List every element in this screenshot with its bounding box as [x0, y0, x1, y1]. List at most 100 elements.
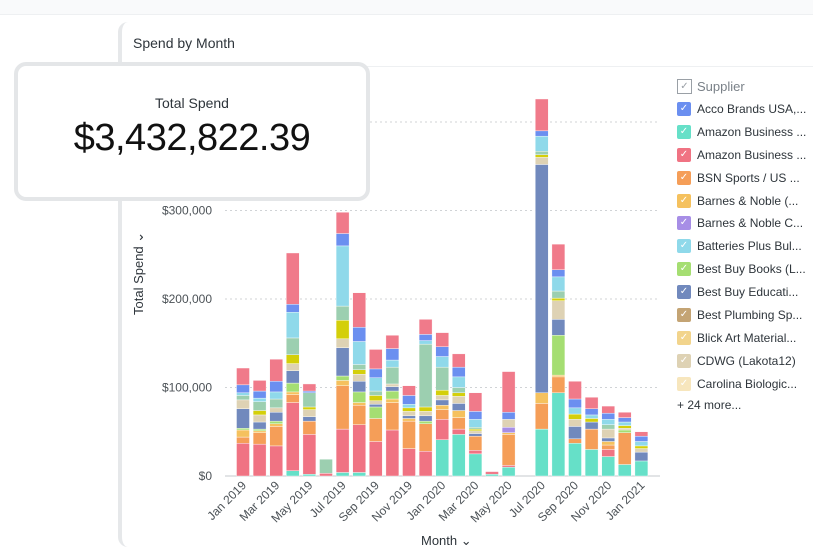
bar-segment[interactable] — [535, 154, 549, 158]
bar-segment[interactable] — [286, 470, 300, 477]
bar-segment[interactable] — [601, 405, 615, 414]
bar-segment[interactable] — [269, 407, 283, 413]
bar-segment[interactable] — [435, 332, 449, 347]
bar-segment[interactable] — [535, 392, 549, 404]
bar-segment[interactable] — [236, 367, 250, 386]
bar-segment[interactable] — [435, 419, 449, 440]
bar-segment[interactable] — [551, 319, 566, 336]
bar-segment[interactable] — [535, 403, 549, 430]
x-axis-label[interactable]: Month ⌄ — [421, 533, 472, 549]
bar-segment[interactable] — [535, 428, 549, 477]
bar-segment[interactable] — [352, 369, 366, 375]
bar-segment[interactable] — [335, 347, 350, 377]
bar-segment[interactable] — [452, 376, 466, 388]
bar-segment[interactable] — [319, 458, 333, 474]
bar-segment[interactable] — [535, 157, 549, 165]
bar-segment[interactable] — [236, 443, 250, 477]
bar-segment[interactable] — [269, 445, 283, 477]
bar-segment[interactable] — [352, 292, 366, 328]
bar-segment[interactable] — [352, 381, 366, 393]
bar-segment[interactable] — [352, 405, 366, 425]
bar-segment[interactable] — [252, 401, 267, 411]
legend-item[interactable]: ✓ CDWG (Lakota12) — [677, 352, 813, 370]
legend-item[interactable]: ✓ Best Buy Books (L... — [677, 260, 813, 278]
bar-segment[interactable] — [269, 412, 283, 422]
legend-item[interactable]: ✓ Barnes & Noble (... — [677, 192, 813, 210]
bar-segment[interactable] — [352, 424, 366, 473]
bar-segment[interactable] — [634, 431, 649, 437]
checkbox-icon[interactable]: ✓ — [677, 285, 691, 300]
checkbox-icon[interactable]: ✓ — [677, 330, 691, 345]
bar-segment[interactable] — [468, 433, 483, 437]
bar-segment[interactable] — [286, 391, 300, 395]
bar-segment[interactable] — [402, 420, 416, 449]
legend-item[interactable]: ✓ Best Plumbing Sp... — [677, 306, 813, 324]
bar-segment[interactable] — [485, 471, 499, 475]
bar-segment[interactable] — [634, 441, 649, 447]
bar-segment[interactable] — [402, 415, 416, 419]
bar-segment[interactable] — [601, 456, 615, 477]
bar-segment[interactable] — [535, 130, 549, 137]
checkbox-icon[interactable]: ✓ — [677, 262, 691, 277]
bar-segment[interactable] — [286, 337, 300, 355]
checkbox-icon[interactable]: ✓ — [677, 147, 691, 162]
y-axis-label[interactable]: Total Spend ⌄ — [131, 232, 147, 315]
bar-segment[interactable] — [252, 443, 267, 477]
legend-header[interactable]: ✓ Supplier — [677, 77, 813, 95]
bar-segment[interactable] — [568, 398, 582, 409]
checkbox-icon[interactable]: ✓ — [677, 239, 691, 254]
bar-segment[interactable] — [501, 466, 516, 477]
bar-segment[interactable] — [468, 419, 483, 428]
bar-segment[interactable] — [584, 397, 599, 409]
bar-segment[interactable] — [335, 233, 350, 247]
bar-segment[interactable] — [535, 151, 549, 155]
bar-segment[interactable] — [402, 418, 416, 422]
legend-item[interactable]: ✓ Batteries Plus Bul... — [677, 237, 813, 255]
bar-segment[interactable] — [302, 409, 317, 417]
bar-segment[interactable] — [452, 417, 466, 430]
bar-segment[interactable] — [634, 445, 649, 449]
bar-segment[interactable] — [302, 416, 317, 422]
bar-segment[interactable] — [468, 427, 483, 430]
bar-segment[interactable] — [468, 392, 483, 412]
bar-segment[interactable] — [418, 420, 433, 424]
bar-segment[interactable] — [385, 335, 400, 349]
bar-segment[interactable] — [618, 412, 632, 418]
bar-segment[interactable] — [468, 430, 483, 434]
bar-segment[interactable] — [319, 473, 333, 477]
bar-segment[interactable] — [584, 421, 599, 430]
bar-segment[interactable] — [286, 252, 300, 305]
bar-segment[interactable] — [335, 338, 350, 348]
bar-segment[interactable] — [568, 381, 582, 400]
bar-segment[interactable] — [269, 391, 283, 400]
bar-segment[interactable] — [551, 392, 566, 477]
bar-segment[interactable] — [501, 412, 516, 420]
bar-segment[interactable] — [402, 411, 416, 417]
bar-segment[interactable] — [335, 375, 350, 381]
bar-segment[interactable] — [452, 410, 466, 418]
checkbox-icon[interactable]: ✓ — [677, 353, 691, 368]
checkbox-icon[interactable]: ✓ — [677, 170, 691, 185]
bar-segment[interactable] — [236, 429, 250, 438]
bar-segment[interactable] — [468, 428, 483, 432]
bar-segment[interactable] — [335, 472, 350, 477]
bar-segment[interactable] — [369, 368, 383, 378]
bar-segment[interactable] — [335, 320, 350, 340]
bar-segment[interactable] — [584, 449, 599, 477]
bar-segment[interactable] — [601, 441, 615, 446]
bar-segment[interactable] — [236, 436, 250, 444]
bar-segment[interactable] — [452, 396, 466, 404]
bar-segment[interactable] — [286, 363, 300, 371]
bar-segment[interactable] — [286, 312, 300, 339]
bar-segment[interactable] — [252, 410, 267, 416]
bar-segment[interactable] — [236, 395, 250, 401]
bar-segment[interactable] — [468, 411, 483, 420]
bar-segment[interactable] — [335, 245, 350, 307]
bar-segment[interactable] — [435, 356, 449, 368]
bar-segment[interactable] — [601, 444, 615, 450]
bar-segment[interactable] — [402, 404, 416, 409]
bar-segment[interactable] — [286, 304, 300, 313]
bar-segment[interactable] — [369, 400, 383, 405]
bar-segment[interactable] — [236, 399, 250, 409]
bar-segment[interactable] — [435, 389, 449, 396]
